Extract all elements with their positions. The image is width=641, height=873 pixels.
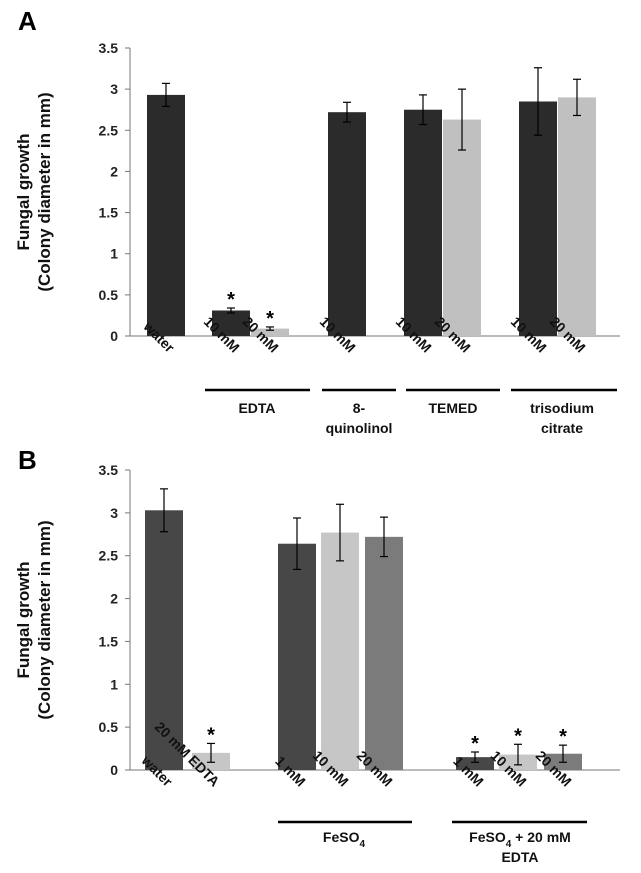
error-bar — [419, 94, 427, 126]
bar — [519, 101, 557, 336]
panel-a-ylabel-line2: (Colony diameter in mm) — [35, 92, 54, 291]
significance-star: * — [266, 308, 274, 330]
y-tick-label: 0.5 — [99, 719, 119, 735]
error-bar — [471, 751, 479, 763]
bar — [147, 94, 185, 336]
error-bar — [573, 78, 581, 117]
y-tick-label: 1 — [110, 246, 118, 262]
group-label-feso4-edta-line1: FeSO4 + 20 mM — [469, 829, 571, 850]
error-bar — [162, 82, 170, 108]
y-tick-label: 2 — [110, 591, 118, 607]
y-tick-label: 3.5 — [99, 462, 119, 478]
group-label-temed: TEMED — [429, 400, 478, 416]
y-tick-label: 2.5 — [99, 122, 119, 138]
group-label-8-quinolinol-line2: quinolinol — [326, 420, 393, 436]
group-label-8-quinolinol-line1: 8- — [353, 400, 366, 416]
significance-star: * — [559, 726, 567, 748]
error-bar — [534, 67, 542, 136]
bar — [443, 119, 481, 337]
bar — [404, 109, 442, 336]
error-bar — [514, 743, 522, 766]
bar — [145, 510, 183, 770]
group-label-feso4-edta-line2: EDTA — [501, 849, 538, 865]
panel-b-ylabel-line2: (Colony diameter in mm) — [35, 520, 54, 719]
error-bar — [207, 742, 215, 763]
error-bar — [293, 517, 301, 571]
y-tick-label: 0 — [110, 328, 118, 344]
significance-star: * — [207, 724, 215, 746]
group-label-trisodium-line2: citrate — [541, 420, 583, 436]
group-label-feso4: FeSO4 — [323, 829, 366, 850]
y-tick-label: 3 — [110, 505, 118, 521]
significance-star: * — [227, 289, 235, 311]
bar — [278, 543, 316, 770]
bar — [251, 328, 289, 336]
y-tick-label: 0 — [110, 762, 118, 778]
error-bar — [160, 488, 168, 533]
panel-a-ylabel-line1: Fungal growth — [14, 133, 33, 250]
y-tick-label: 2.5 — [99, 548, 119, 564]
bar — [558, 97, 596, 336]
bar — [456, 757, 494, 770]
bar — [328, 112, 366, 336]
y-tick-label: 0.5 — [99, 287, 119, 303]
y-tick-label: 1 — [110, 676, 118, 692]
group-label-trisodium-line1: trisodium — [530, 400, 594, 416]
y-tick-label: 2 — [110, 163, 118, 179]
panel-b-label: B — [18, 445, 37, 475]
bar — [212, 310, 250, 336]
panel-b-ylabel-line1: Fungal growth — [14, 561, 33, 678]
y-tick-label: 3.5 — [99, 40, 119, 56]
error-bar — [336, 503, 344, 562]
significance-star: * — [471, 733, 479, 755]
error-bar — [458, 88, 466, 151]
error-bar — [559, 744, 567, 763]
y-tick-label: 1.5 — [99, 633, 119, 649]
group-label-edta: EDTA — [238, 400, 275, 416]
significance-star: * — [514, 725, 522, 747]
error-bar — [227, 307, 235, 314]
error-bar — [266, 326, 274, 331]
bar — [365, 536, 403, 770]
bar — [321, 532, 359, 770]
panel-a-label: A — [18, 6, 37, 36]
error-bar — [380, 516, 388, 558]
y-tick-label: 1.5 — [99, 205, 119, 221]
error-bar — [343, 101, 351, 123]
y-tick-label: 3 — [110, 81, 118, 97]
